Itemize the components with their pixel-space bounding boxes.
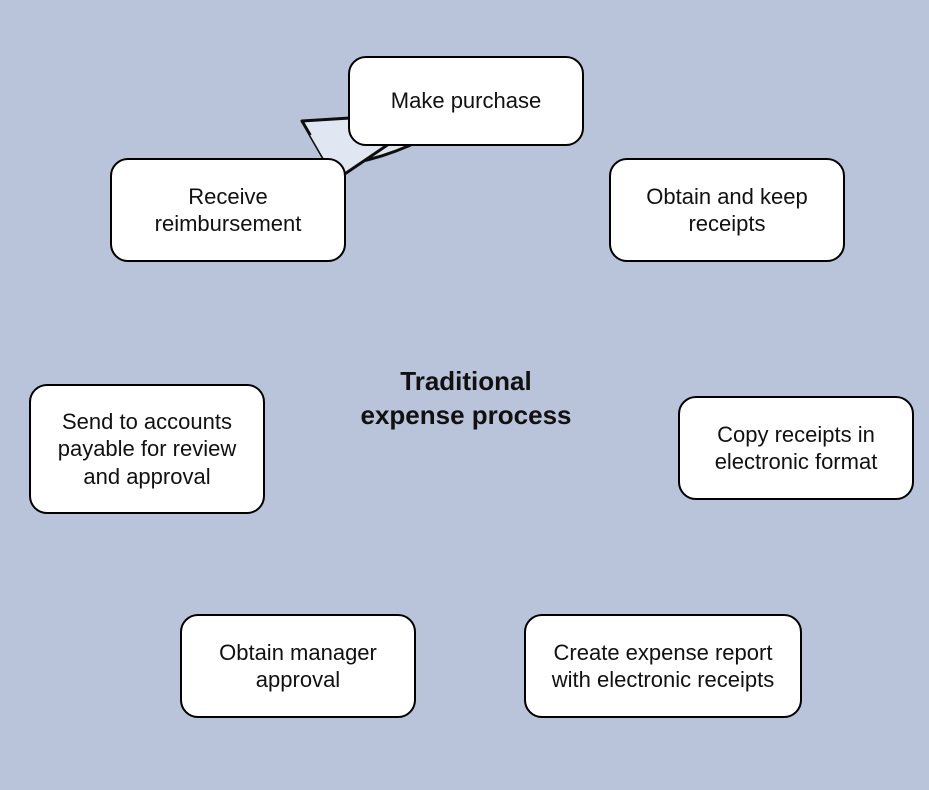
process-node-make-purchase: Make purchase <box>348 56 584 146</box>
process-node-obtain-keep-receipts: Obtain and keep receipts <box>609 158 845 262</box>
diagram-title: Traditional expense process <box>286 365 646 433</box>
process-node-manager-approval: Obtain manager approval <box>180 614 416 718</box>
process-node-send-accounts: Send to accounts payable for review and … <box>29 384 265 514</box>
process-node-receive-reimb: Receive reimbursement <box>110 158 346 262</box>
diagram-stage: Traditional expense process Make purchas… <box>0 0 929 790</box>
process-node-create-report: Create expense report with electronic re… <box>524 614 802 718</box>
process-node-copy-receipts: Copy receipts in electronic format <box>678 396 914 500</box>
